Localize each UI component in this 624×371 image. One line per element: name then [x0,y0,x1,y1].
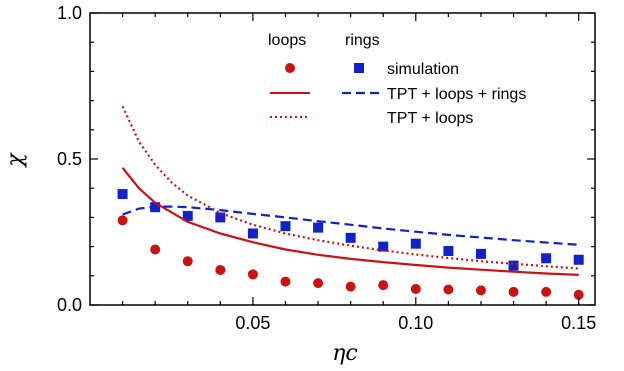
legend-header-rings: rings [345,32,380,49]
rings-tpt-loops-rings-line [122,205,579,246]
legend-entry-simulation: simulation [387,61,459,78]
legend: loops rings simulation TPT + loops + rin… [268,32,526,127]
rings-simulation-point [378,241,389,252]
rings-simulation-point [508,260,519,271]
loops-tpt-loops-line [121,105,579,270]
legend-entry-tpt-loops: TPT + loops [387,110,473,127]
rings-simulation-point [313,222,324,233]
y-tick-label: 1.0 [57,3,82,23]
loops-tpt-loops-rings-line [121,167,579,276]
loops-simulation-point [247,269,258,280]
loops-simulation-point [443,284,454,295]
legend-entry-tpt-loops-rings: TPT + loops + rings [387,86,526,103]
legend-header-loops: loops [268,32,306,49]
legend-marker-loops-simulation [285,63,295,73]
rings-simulation-point [345,232,356,243]
loops-simulation-point [215,264,226,275]
loops-simulation-point [573,289,584,300]
axis-ticks: 0.05 0.10 0.15 0.0 0.5 1.0 [57,3,596,333]
rings-simulation-point [475,248,486,259]
rings-simulation-point [117,189,128,200]
loops-simulation-point [378,280,389,291]
y-tick-label: 0.0 [57,295,82,315]
x-tick-label: 0.10 [398,313,433,333]
rings-simulation-point [573,254,584,265]
loops-simulation-point [280,276,291,287]
rings-simulation-point [182,210,193,221]
loops-simulation-point [508,286,519,297]
legend-marker-rings-simulation [354,63,364,73]
loops-simulation-point [410,283,421,294]
rings-simulation-point [410,238,421,249]
loops-simulation-point [117,215,128,226]
rings-simulation-point [280,221,291,232]
y-axis-label: χ [3,152,28,169]
rings-simulation-point [247,228,258,239]
y-tick-label: 0.5 [57,149,82,169]
loops-simulation-point [541,286,552,297]
loops-simulation-point [150,244,161,255]
rings-simulation-point [443,245,454,256]
x-tick-label: 0.15 [561,313,596,333]
loops-simulation-point [313,278,324,289]
rings-simulation-point [541,253,552,264]
x-tick-label: 0.05 [235,313,270,333]
data-marks [117,105,584,300]
loops-simulation-point [345,281,356,292]
rings-simulation-point [215,212,226,223]
loops-simulation-point [182,256,193,267]
loops-simulation-point [475,285,486,296]
x-axis-label: ηc [332,341,358,366]
